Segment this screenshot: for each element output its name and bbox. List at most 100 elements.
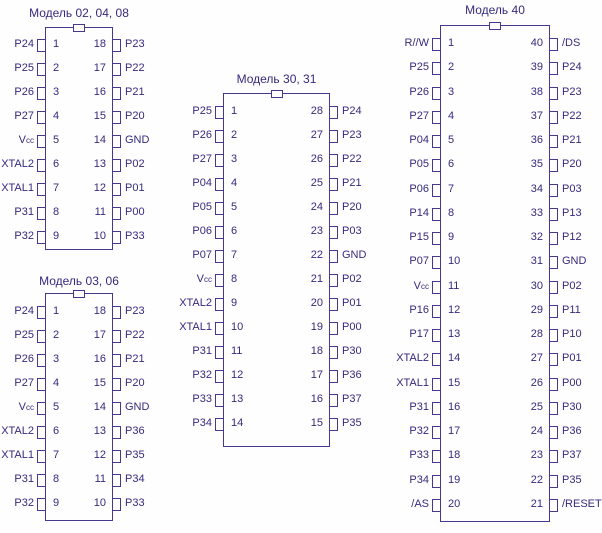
pin-box-model-40-28 <box>549 329 558 342</box>
pin-number-model-40-31: 31 <box>530 255 543 267</box>
pin-name-model-40-28: P10 <box>562 328 582 340</box>
chip-notch-icon <box>270 90 283 98</box>
pin-box-model-40-32 <box>549 232 558 245</box>
pin-box-model-40-20 <box>432 499 441 512</box>
pin-box-model-03-06-6 <box>37 426 46 439</box>
pin-name-model-40-12: P16 <box>409 304 429 316</box>
pin-number-model-30-31-16: 16 <box>310 393 323 405</box>
pin-box-model-30-31-10 <box>215 322 224 335</box>
pin-name-model-40-24: P36 <box>562 425 582 437</box>
pin-number-model-40-11: 11 <box>448 280 460 292</box>
pin-name-model-03-06-18: P23 <box>125 305 145 317</box>
pin-name-model-02-04-08-2: P25 <box>14 62 34 74</box>
pin-number-model-03-06-11: 11 <box>94 473 106 485</box>
pin-name-model-30-31-12: P32 <box>192 369 212 381</box>
pin-box-model-03-06-4 <box>37 378 46 391</box>
pin-name-model-30-31-10: XTAL1 <box>179 321 212 333</box>
pin-box-model-30-31-16 <box>329 394 338 407</box>
pin-name-model-30-31-7: P07 <box>192 249 212 261</box>
pin-box-model-03-06-11 <box>112 474 121 487</box>
pin-name-model-30-31-6: P06 <box>192 225 212 237</box>
pin-number-model-02-04-08-4: 4 <box>53 110 60 122</box>
pin-name-model-02-04-08-6: XTAL2 <box>1 158 34 170</box>
pin-name-model-40-35: P20 <box>562 158 582 170</box>
pin-name-model-30-31-22: GND <box>342 249 367 261</box>
pin-number-model-40-32: 32 <box>530 231 543 243</box>
pin-name-model-40-22: P35 <box>562 474 582 486</box>
pin-box-model-03-06-16 <box>112 354 121 367</box>
pin-name-model-30-31-14: P34 <box>192 417 212 429</box>
pin-name-model-03-06-4: P27 <box>14 377 34 389</box>
pin-number-model-40-22: 22 <box>530 474 543 486</box>
pin-name-model-40-17: P32 <box>409 425 429 437</box>
chip-notch-icon <box>489 22 501 30</box>
pin-number-model-30-31-3: 3 <box>231 153 238 165</box>
pin-name-model-40-8: P14 <box>409 207 429 219</box>
pin-box-model-40-11 <box>432 281 441 294</box>
pin-name-model-40-13: P17 <box>409 328 429 340</box>
pin-number-model-30-31-4: 4 <box>231 177 238 189</box>
pin-name-model-30-31-2: P26 <box>192 129 212 141</box>
pin-box-model-03-06-7 <box>37 450 46 463</box>
pin-name-model-40-39: P24 <box>562 61 582 73</box>
pin-number-model-40-23: 23 <box>530 449 543 461</box>
pin-number-model-40-17: 17 <box>448 425 461 437</box>
pin-name-model-40-14: XTAL2 <box>396 352 429 364</box>
pin-box-model-40-35 <box>549 159 558 172</box>
pin-number-model-40-1: 1 <box>448 37 455 49</box>
chip-title-model-03-06: Модель 03, 06 <box>39 274 119 288</box>
pin-number-model-02-04-08-1: 1 <box>53 38 60 50</box>
pin-box-model-03-06-17 <box>112 330 121 343</box>
pin-box-model-40-21 <box>549 499 558 512</box>
pin-number-model-40-12: 12 <box>448 304 461 316</box>
pin-box-model-30-31-18 <box>329 346 338 359</box>
pin-box-model-30-31-7 <box>215 250 224 263</box>
chip-body-model-40 <box>440 25 550 522</box>
pin-name-model-30-31-5: P05 <box>192 201 212 213</box>
pin-number-model-30-31-27: 27 <box>310 129 323 141</box>
pin-number-model-02-04-08-5: 5 <box>53 134 60 146</box>
pin-box-model-03-06-8 <box>37 474 46 487</box>
pin-number-model-02-04-08-15: 15 <box>93 110 106 122</box>
pin-box-model-30-31-12 <box>215 370 224 383</box>
pin-box-model-30-31-3 <box>215 154 224 167</box>
pin-number-model-02-04-08-16: 16 <box>93 86 106 98</box>
pin-name-model-03-06-2: P25 <box>14 329 34 341</box>
pin-number-model-40-3: 3 <box>448 86 455 98</box>
pin-number-model-30-31-23: 23 <box>310 225 323 237</box>
pin-name-model-03-06-5: Vcc <box>18 401 34 413</box>
pin-box-model-30-31-23 <box>329 226 338 239</box>
pin-name-model-40-26: P00 <box>562 377 582 389</box>
pin-number-model-40-4: 4 <box>448 110 455 122</box>
pin-number-model-02-04-08-10: 10 <box>93 230 106 242</box>
pin-name-model-40-6: P05 <box>409 158 429 170</box>
pin-box-model-40-18 <box>432 450 441 463</box>
pin-box-model-02-04-08-12 <box>112 183 121 196</box>
pin-box-model-02-04-08-5 <box>37 135 46 148</box>
pin-name-model-03-06-14: GND <box>125 401 150 413</box>
pin-name-model-02-04-08-5: Vcc <box>18 134 34 146</box>
pin-number-model-30-31-22: 22 <box>310 249 323 261</box>
pin-name-model-40-21: /RESET <box>562 498 602 510</box>
pin-box-model-40-19 <box>432 475 441 488</box>
pin-name-model-40-4: P27 <box>409 110 429 122</box>
pin-name-model-30-31-1: P25 <box>192 105 212 117</box>
pin-number-model-30-31-13: 13 <box>231 393 244 405</box>
chip-notch-icon <box>73 24 85 32</box>
pin-number-model-30-31-21: 21 <box>310 273 323 285</box>
pin-number-model-40-20: 20 <box>448 498 461 510</box>
pin-box-model-40-29 <box>549 305 558 318</box>
pin-box-model-03-06-10 <box>112 498 121 511</box>
pin-name-model-30-31-11: P31 <box>192 345 212 357</box>
pin-box-model-03-06-12 <box>112 450 121 463</box>
pin-number-model-30-31-17: 17 <box>310 369 323 381</box>
pin-number-model-30-31-6: 6 <box>231 225 238 237</box>
pin-number-model-30-31-2: 2 <box>231 129 238 141</box>
pin-number-model-40-27: 27 <box>530 352 543 364</box>
pin-box-model-30-31-14 <box>215 418 224 431</box>
pin-box-model-40-9 <box>432 232 441 245</box>
pin-box-model-40-1 <box>432 38 441 51</box>
pin-number-model-30-31-11: 11 <box>231 345 243 357</box>
pin-box-model-02-04-08-9 <box>37 231 46 244</box>
pin-number-model-40-28: 28 <box>530 328 543 340</box>
